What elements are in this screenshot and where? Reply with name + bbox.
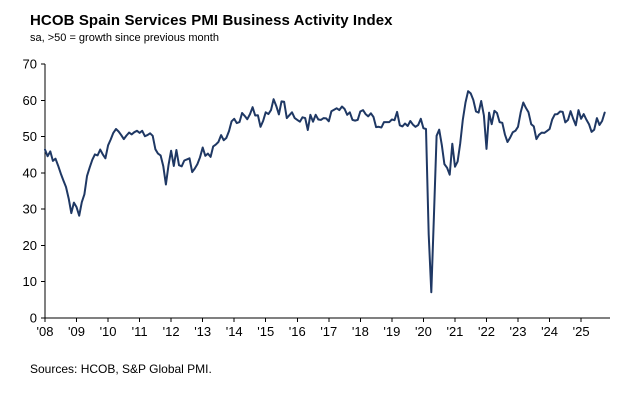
x-tick-label: '13 — [194, 324, 211, 339]
x-tick-label: '09 — [68, 324, 85, 339]
y-tick-label: 50 — [23, 129, 37, 144]
chart-card: HCOB Spain Services PMI Business Activit… — [23, 12, 610, 376]
pmi-series-line — [44, 90, 606, 294]
x-tick-label: '19 — [383, 324, 400, 339]
y-tick-label: 40 — [23, 165, 37, 180]
chart-title: HCOB Spain Services PMI Business Activit… — [30, 12, 393, 29]
pmi-line-chart: 0 10 20 30 40 50 60 70 '08 '09 '10 '11 '12 '13 '14 '15 '… — [23, 57, 610, 339]
y-tick-label: 70 — [23, 57, 37, 72]
x-tick-label: '22 — [478, 324, 495, 339]
x-tick-label: '08 — [37, 324, 54, 339]
x-tick-label: '20 — [415, 324, 432, 339]
x-tick-label: '18 — [352, 324, 369, 339]
x-tick-label: '21 — [446, 324, 463, 339]
x-tick-label: '23 — [510, 324, 527, 339]
chart-subtitle: sa, >50 = growth since previous month — [30, 32, 219, 44]
y-tick-label: 30 — [23, 202, 37, 217]
x-tick-label: '16 — [289, 324, 306, 339]
x-tick-label: '10 — [100, 324, 117, 339]
x-tick-label: '11 — [132, 324, 148, 339]
y-tick-label: 10 — [23, 274, 37, 289]
source-note: Sources: HCOB, S&P Global PMI. — [30, 362, 212, 376]
x-tick-label: '24 — [541, 324, 558, 339]
y-tick-label: 20 — [23, 238, 37, 253]
x-tick-label: '17 — [320, 324, 337, 339]
x-tick-label: '25 — [573, 324, 590, 339]
x-tick-label: '14 — [226, 324, 243, 339]
x-tick-label: '15 — [257, 324, 274, 339]
x-tick-label: '12 — [163, 324, 180, 339]
y-tick-label: 0 — [30, 311, 37, 326]
y-tick-label: 60 — [23, 93, 37, 108]
